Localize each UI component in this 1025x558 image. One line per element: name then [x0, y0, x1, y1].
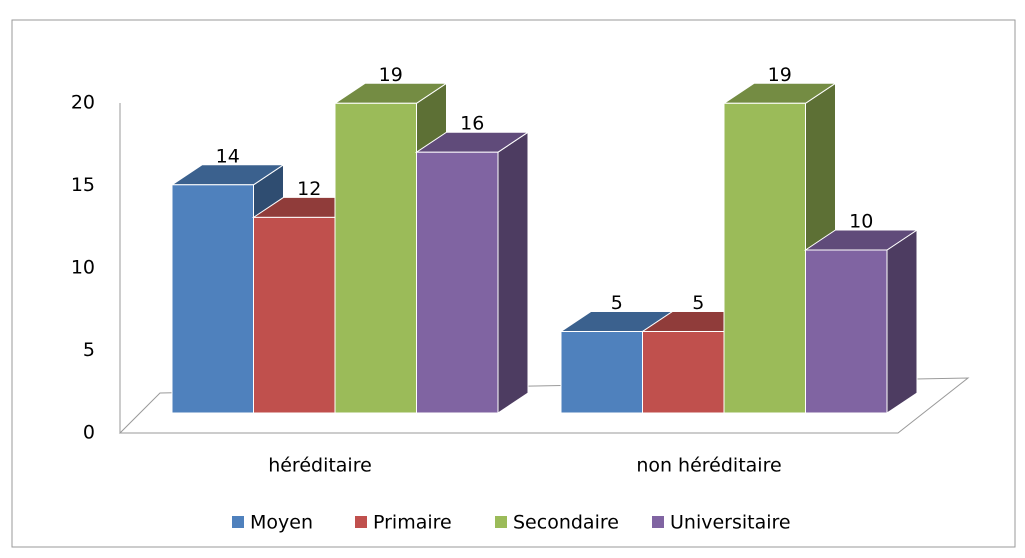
- bar: [723, 102, 806, 414]
- bar: [253, 216, 336, 414]
- bar: [416, 151, 499, 414]
- y-tick-label: 5: [83, 339, 95, 361]
- legend-label: Secondaire: [513, 512, 619, 534]
- bar-side: [886, 229, 918, 414]
- y-tick-label: 20: [71, 92, 95, 114]
- data-label: 5: [692, 292, 704, 314]
- data-label: 12: [297, 178, 321, 200]
- legend-swatch: [495, 516, 507, 528]
- bar: [805, 249, 888, 414]
- data-label: 19: [768, 64, 792, 86]
- bar: [642, 331, 725, 414]
- data-label: 16: [460, 113, 484, 135]
- x-tick-label: non héréditaire: [636, 455, 781, 477]
- bar-side: [497, 131, 529, 414]
- y-tick-label: 15: [71, 174, 95, 196]
- legend-swatch: [355, 516, 367, 528]
- legend-swatch: [232, 516, 244, 528]
- y-tick-label: 10: [71, 257, 95, 279]
- y-tick-label: 0: [83, 422, 95, 444]
- legend-label: Primaire: [373, 512, 452, 534]
- legend-label: Universitaire: [670, 512, 791, 534]
- legend-label: Moyen: [250, 512, 313, 534]
- data-label: 14: [216, 145, 240, 167]
- bar: [334, 102, 417, 414]
- x-tick-label: héréditaire: [268, 455, 372, 477]
- data-label: 10: [849, 211, 873, 233]
- data-label: 5: [611, 292, 623, 314]
- data-label: 19: [379, 64, 403, 86]
- legend-swatch: [652, 516, 664, 528]
- bar: [560, 331, 643, 414]
- bar: [171, 184, 254, 414]
